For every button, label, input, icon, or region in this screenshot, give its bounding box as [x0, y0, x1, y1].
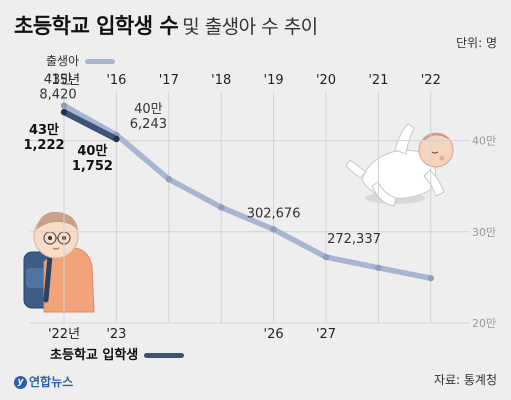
- births-data-label: 272,337: [327, 232, 381, 247]
- data-label-line: 272,337: [327, 232, 381, 247]
- data-label-line: 302,676: [247, 206, 301, 221]
- births-line: [61, 102, 434, 281]
- entrants-data-label: 40만 1,752: [72, 143, 113, 174]
- births-point: [165, 175, 172, 183]
- legend-births-swatch: [85, 59, 116, 64]
- data-label-line: 8,420: [39, 88, 76, 103]
- legend-births: 출생아: [46, 52, 116, 69]
- entrants-point: [113, 135, 120, 143]
- chart-grid: [30, 92, 470, 324]
- y-axis-ticks: 40만 30만 20만: [472, 135, 496, 330]
- data-label-line: 6,243: [130, 117, 167, 132]
- data-label-line: 40만: [134, 102, 163, 117]
- source-label: 자료: 통계청: [433, 373, 497, 387]
- data-label-line: 1,752: [72, 159, 113, 174]
- unit-label: 단위: 명: [456, 36, 497, 50]
- top-tick-label: '15년: [48, 73, 80, 88]
- logo: y 연합뉴스: [14, 373, 73, 390]
- logo-text: 연합뉴스: [29, 375, 74, 389]
- births-point: [218, 204, 225, 211]
- top-tick-label: '21: [368, 73, 388, 88]
- bottom-tick-label: '27: [316, 327, 336, 342]
- top-tick-label: '16: [106, 73, 126, 88]
- births-point: [60, 102, 68, 109]
- births-point: [322, 253, 330, 261]
- y-tick-label: 30만: [472, 226, 496, 239]
- baby-illustration: [345, 123, 454, 207]
- child-illustration: [23, 211, 95, 313]
- top-tick-label: '19: [264, 73, 284, 88]
- births-data-label: 43만 8,420: [39, 73, 76, 103]
- series-layer: [60, 102, 434, 282]
- data-label-line: 43만: [29, 122, 59, 138]
- bottom-tick-label: '23: [106, 327, 126, 342]
- illustrations: [23, 123, 454, 313]
- top-tick-label: '17: [159, 73, 179, 88]
- top-tick-label: '20: [316, 73, 336, 88]
- births-point: [270, 226, 277, 233]
- legend-entrants-swatch: [144, 353, 185, 358]
- entrants-point: [60, 108, 68, 116]
- logo-mark: y: [14, 376, 27, 389]
- entrants-data-label: 43만 1,222: [23, 122, 64, 153]
- legend-births-label: 출생아: [46, 54, 80, 68]
- bottom-tick-label: '22년: [48, 327, 80, 342]
- top-tick-label: '18: [211, 73, 231, 88]
- data-label-line: 1,222: [23, 138, 64, 153]
- y-tick-label: 20만: [472, 317, 496, 330]
- legend-entrants-label: 초등학교 입학생: [50, 348, 139, 363]
- top-tick-label: '22: [421, 73, 441, 88]
- data-label-line: 40만: [77, 143, 107, 159]
- births-point: [427, 274, 434, 282]
- legend-entrants: 초등학교 입학생: [50, 344, 185, 363]
- births-point: [375, 264, 382, 271]
- top-axis: '15년 '16 '17 '18 '19 '20 '21 '22: [48, 73, 441, 88]
- entrants-line: [61, 109, 120, 143]
- bottom-tick-label: '26: [264, 327, 284, 342]
- bottom-axis: '22년 '23 '26 '27: [48, 327, 336, 342]
- title-sub: 및 출생아 수 추이: [182, 16, 318, 38]
- y-tick-label: 40만: [472, 135, 496, 148]
- births-data-label: 40만 6,243: [130, 102, 167, 132]
- data-label-line: 43만: [44, 73, 73, 88]
- births-data-label: 302,676: [247, 206, 301, 221]
- title-main: 초등학교 입학생 수: [14, 14, 179, 38]
